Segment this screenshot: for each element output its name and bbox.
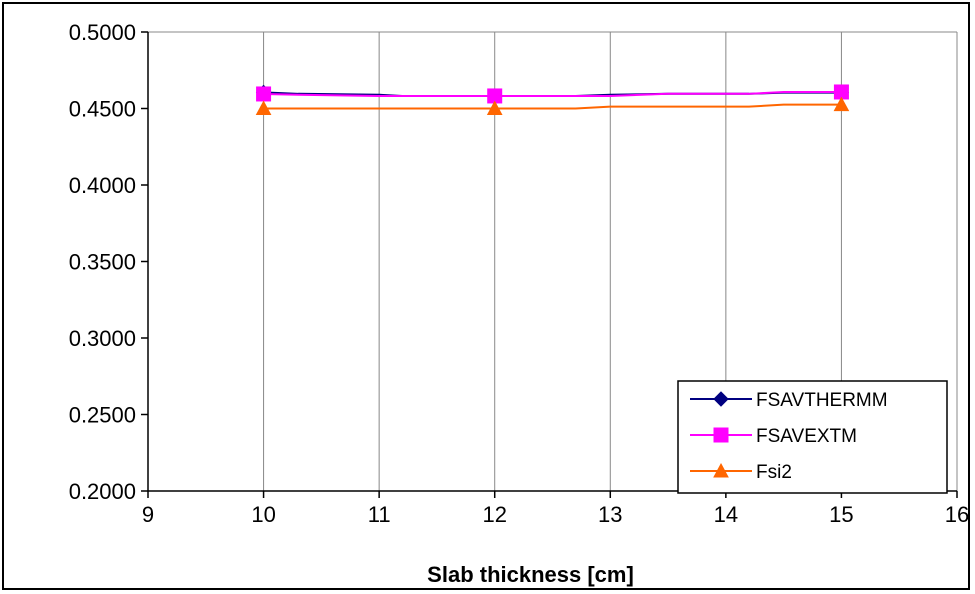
- series-group: [255, 84, 850, 115]
- data-point: [833, 96, 850, 112]
- x-tick-label: 16: [945, 502, 969, 527]
- series-fsi2: [255, 96, 850, 115]
- x-tick-label: 14: [714, 502, 738, 527]
- y-tick-label: 0.3500: [69, 250, 136, 275]
- x-tick-label: 9: [142, 502, 154, 527]
- x-axis-label: Slab thickness [cm]: [427, 562, 634, 587]
- legend-label: FSAVTHERMM: [756, 390, 888, 411]
- legend-item: FSAVEXTM: [690, 426, 857, 447]
- data-point: [255, 100, 272, 115]
- legend: FSAVTHERMM FSAVEXTM Fsi2: [677, 380, 948, 494]
- x-tick-label: 12: [482, 502, 506, 527]
- x-tick-label: 10: [251, 502, 275, 527]
- x-tick-label: 13: [598, 502, 622, 527]
- legend-marker: [713, 462, 729, 478]
- y-tick-label: 0.5000: [69, 20, 136, 45]
- legend-item: FSAVTHERMM: [690, 390, 888, 411]
- y-tick-label: 0.4000: [69, 173, 136, 198]
- series-line: [263, 90, 842, 97]
- legend-marker: [713, 391, 729, 407]
- legend-marker: [713, 427, 729, 443]
- legend-label: FSAVEXTM: [756, 426, 857, 447]
- data-point: [256, 86, 272, 102]
- legend-item: Fsi2: [690, 462, 792, 483]
- legend-label: Fsi2: [756, 462, 792, 483]
- y-tick-label: 0.3000: [69, 326, 136, 351]
- x-tick-label: 11: [368, 502, 391, 527]
- series-line: [263, 103, 842, 110]
- y-tick-labels: 0.2000 0.2500 0.3000 0.3500 0.4000 0.4500 0.50…: [69, 20, 136, 504]
- x-tick-label: 15: [829, 502, 853, 527]
- y-tick-label: 0.2500: [69, 403, 136, 428]
- series-fsavextm: [256, 84, 849, 104]
- y-tick-label: 0.2000: [69, 479, 136, 504]
- y-tick-label: 0.4500: [69, 97, 136, 122]
- data-point: [486, 100, 503, 115]
- x-tick-labels: 9 10 11 12 13 14 15 16: [142, 502, 969, 527]
